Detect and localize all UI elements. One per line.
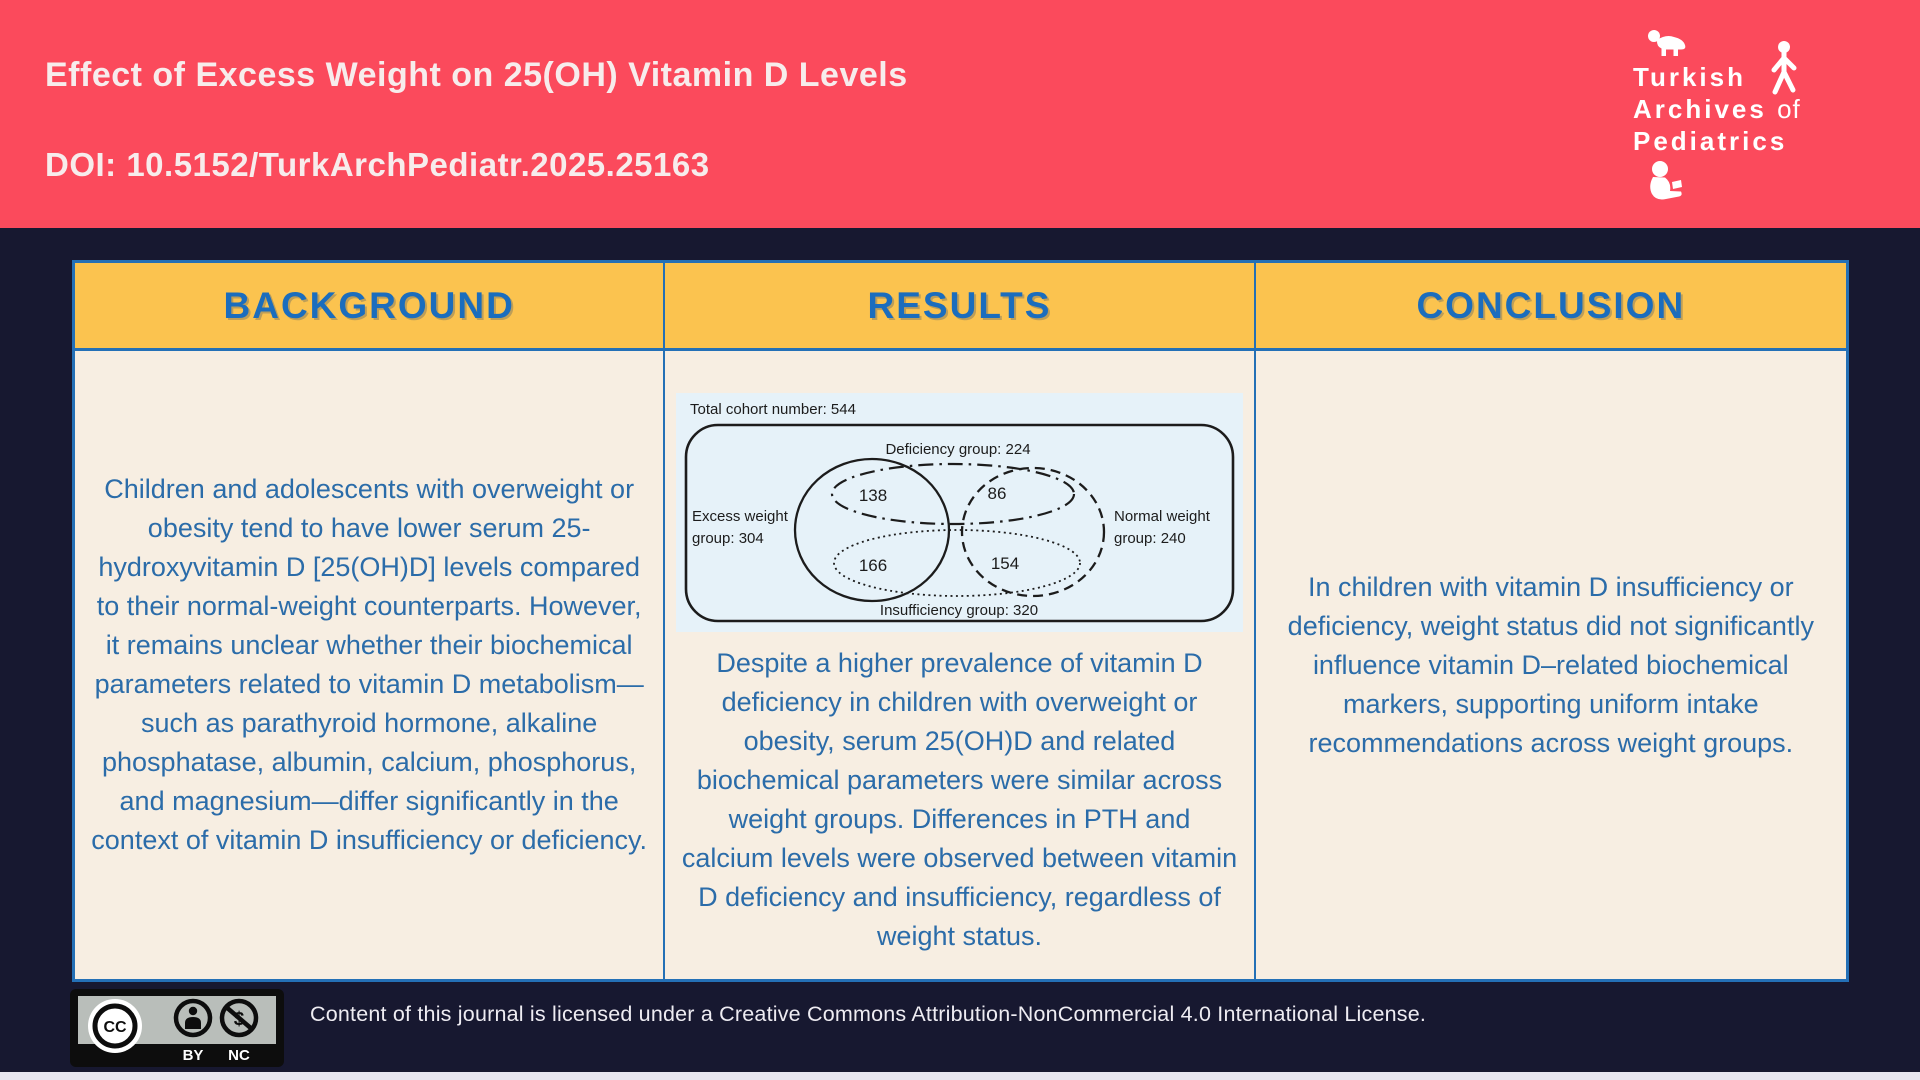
venn-excess-weight-circle: [793, 457, 951, 603]
logo-text-pediatrics: Pediatrics: [1633, 126, 1788, 156]
crawling-baby-icon: [1648, 30, 1686, 56]
venn-count-normal-insufficiency: 154: [991, 554, 1019, 573]
license-text: Content of this journal is licensed unde…: [310, 1002, 1427, 1026]
venn-diagram-figure: Total cohort number: 544 Deficiency grou…: [675, 393, 1243, 632]
venn-insufficiency-label: Insufficiency group: 320: [880, 602, 1038, 619]
abstract-table: BACKGROUND RESULTS CONCLUSION Children a…: [72, 260, 1849, 982]
cc-icon: CC: [88, 999, 142, 1053]
venn-normal-label-line1: Normal weight: [1114, 508, 1211, 525]
conclusion-body-cell: In children with vitamin D insufficiency…: [1255, 351, 1846, 979]
venn-insufficiency-ellipse: [833, 529, 1081, 597]
walking-child-icon: [1771, 41, 1797, 95]
doi-text: DOI: 10.5152/TurkArchPediatr.2025.25163: [45, 146, 710, 183]
venn-count-normal-deficiency: 86: [988, 484, 1007, 503]
venn-excess-label-line2: group: 304: [692, 530, 764, 547]
results-header-cell: RESULTS: [665, 263, 1256, 351]
attribution-person-icon: [173, 998, 213, 1038]
svg-text:CC: CC: [103, 1019, 127, 1036]
logo-text-turkish: Turkish: [1633, 62, 1746, 92]
conclusion-paragraph: In children with vitamin D insufficiency…: [1287, 571, 1814, 758]
results-body-cell: Total cohort number: 544 Deficiency grou…: [665, 351, 1256, 979]
logo-text-of: of: [1777, 94, 1801, 124]
sitting-baby-icon: [1650, 161, 1682, 200]
venn-deficiency-ellipse: [830, 462, 1076, 526]
background-paragraph: Children and adolescents with overweight…: [91, 474, 648, 855]
journal-logo: Turkish Archives of Pediatrics: [1633, 28, 1873, 208]
venn-count-excess-insufficiency: 166: [859, 556, 887, 575]
venn-deficiency-label: Deficiency group: 224: [885, 441, 1030, 458]
venn-normal-weight-circle: [960, 466, 1106, 598]
bottom-edge-strip: [0, 1072, 1920, 1080]
background-body-cell: Children and adolescents with overweight…: [75, 351, 666, 979]
conclusion-header-cell: CONCLUSION: [1255, 263, 1846, 351]
non-commercial-icon: $: [219, 998, 259, 1038]
nc-label: NC: [228, 1047, 250, 1064]
logo-text-archives: Archives of: [1633, 94, 1801, 125]
logo-text-archives-word: Archives: [1633, 94, 1767, 124]
header-banner: Effect of Excess Weight on 25(OH) Vitami…: [0, 0, 1920, 228]
article-title: Effect of Excess Weight on 25(OH) Vitami…: [45, 56, 908, 94]
venn-total-label: Total cohort number: 544: [690, 401, 856, 418]
by-label: BY: [183, 1047, 204, 1064]
results-paragraph: Despite a higher prevalence of vitamin D…: [681, 648, 1238, 951]
venn-count-excess-deficiency: 138: [859, 486, 887, 505]
conclusion-header-label: CONCLUSION: [1416, 284, 1686, 326]
venn-normal-label-line2: group: 240: [1114, 530, 1186, 547]
venn-excess-label-line1: Excess weight: [692, 508, 789, 525]
venn-outer-box: [684, 423, 1235, 623]
results-header-label: RESULTS: [867, 284, 1052, 326]
background-header-cell: BACKGROUND: [75, 263, 666, 351]
background-header-label: BACKGROUND: [223, 284, 515, 326]
cc-by-nc-badge: CC $ BY NC: [70, 989, 284, 1067]
